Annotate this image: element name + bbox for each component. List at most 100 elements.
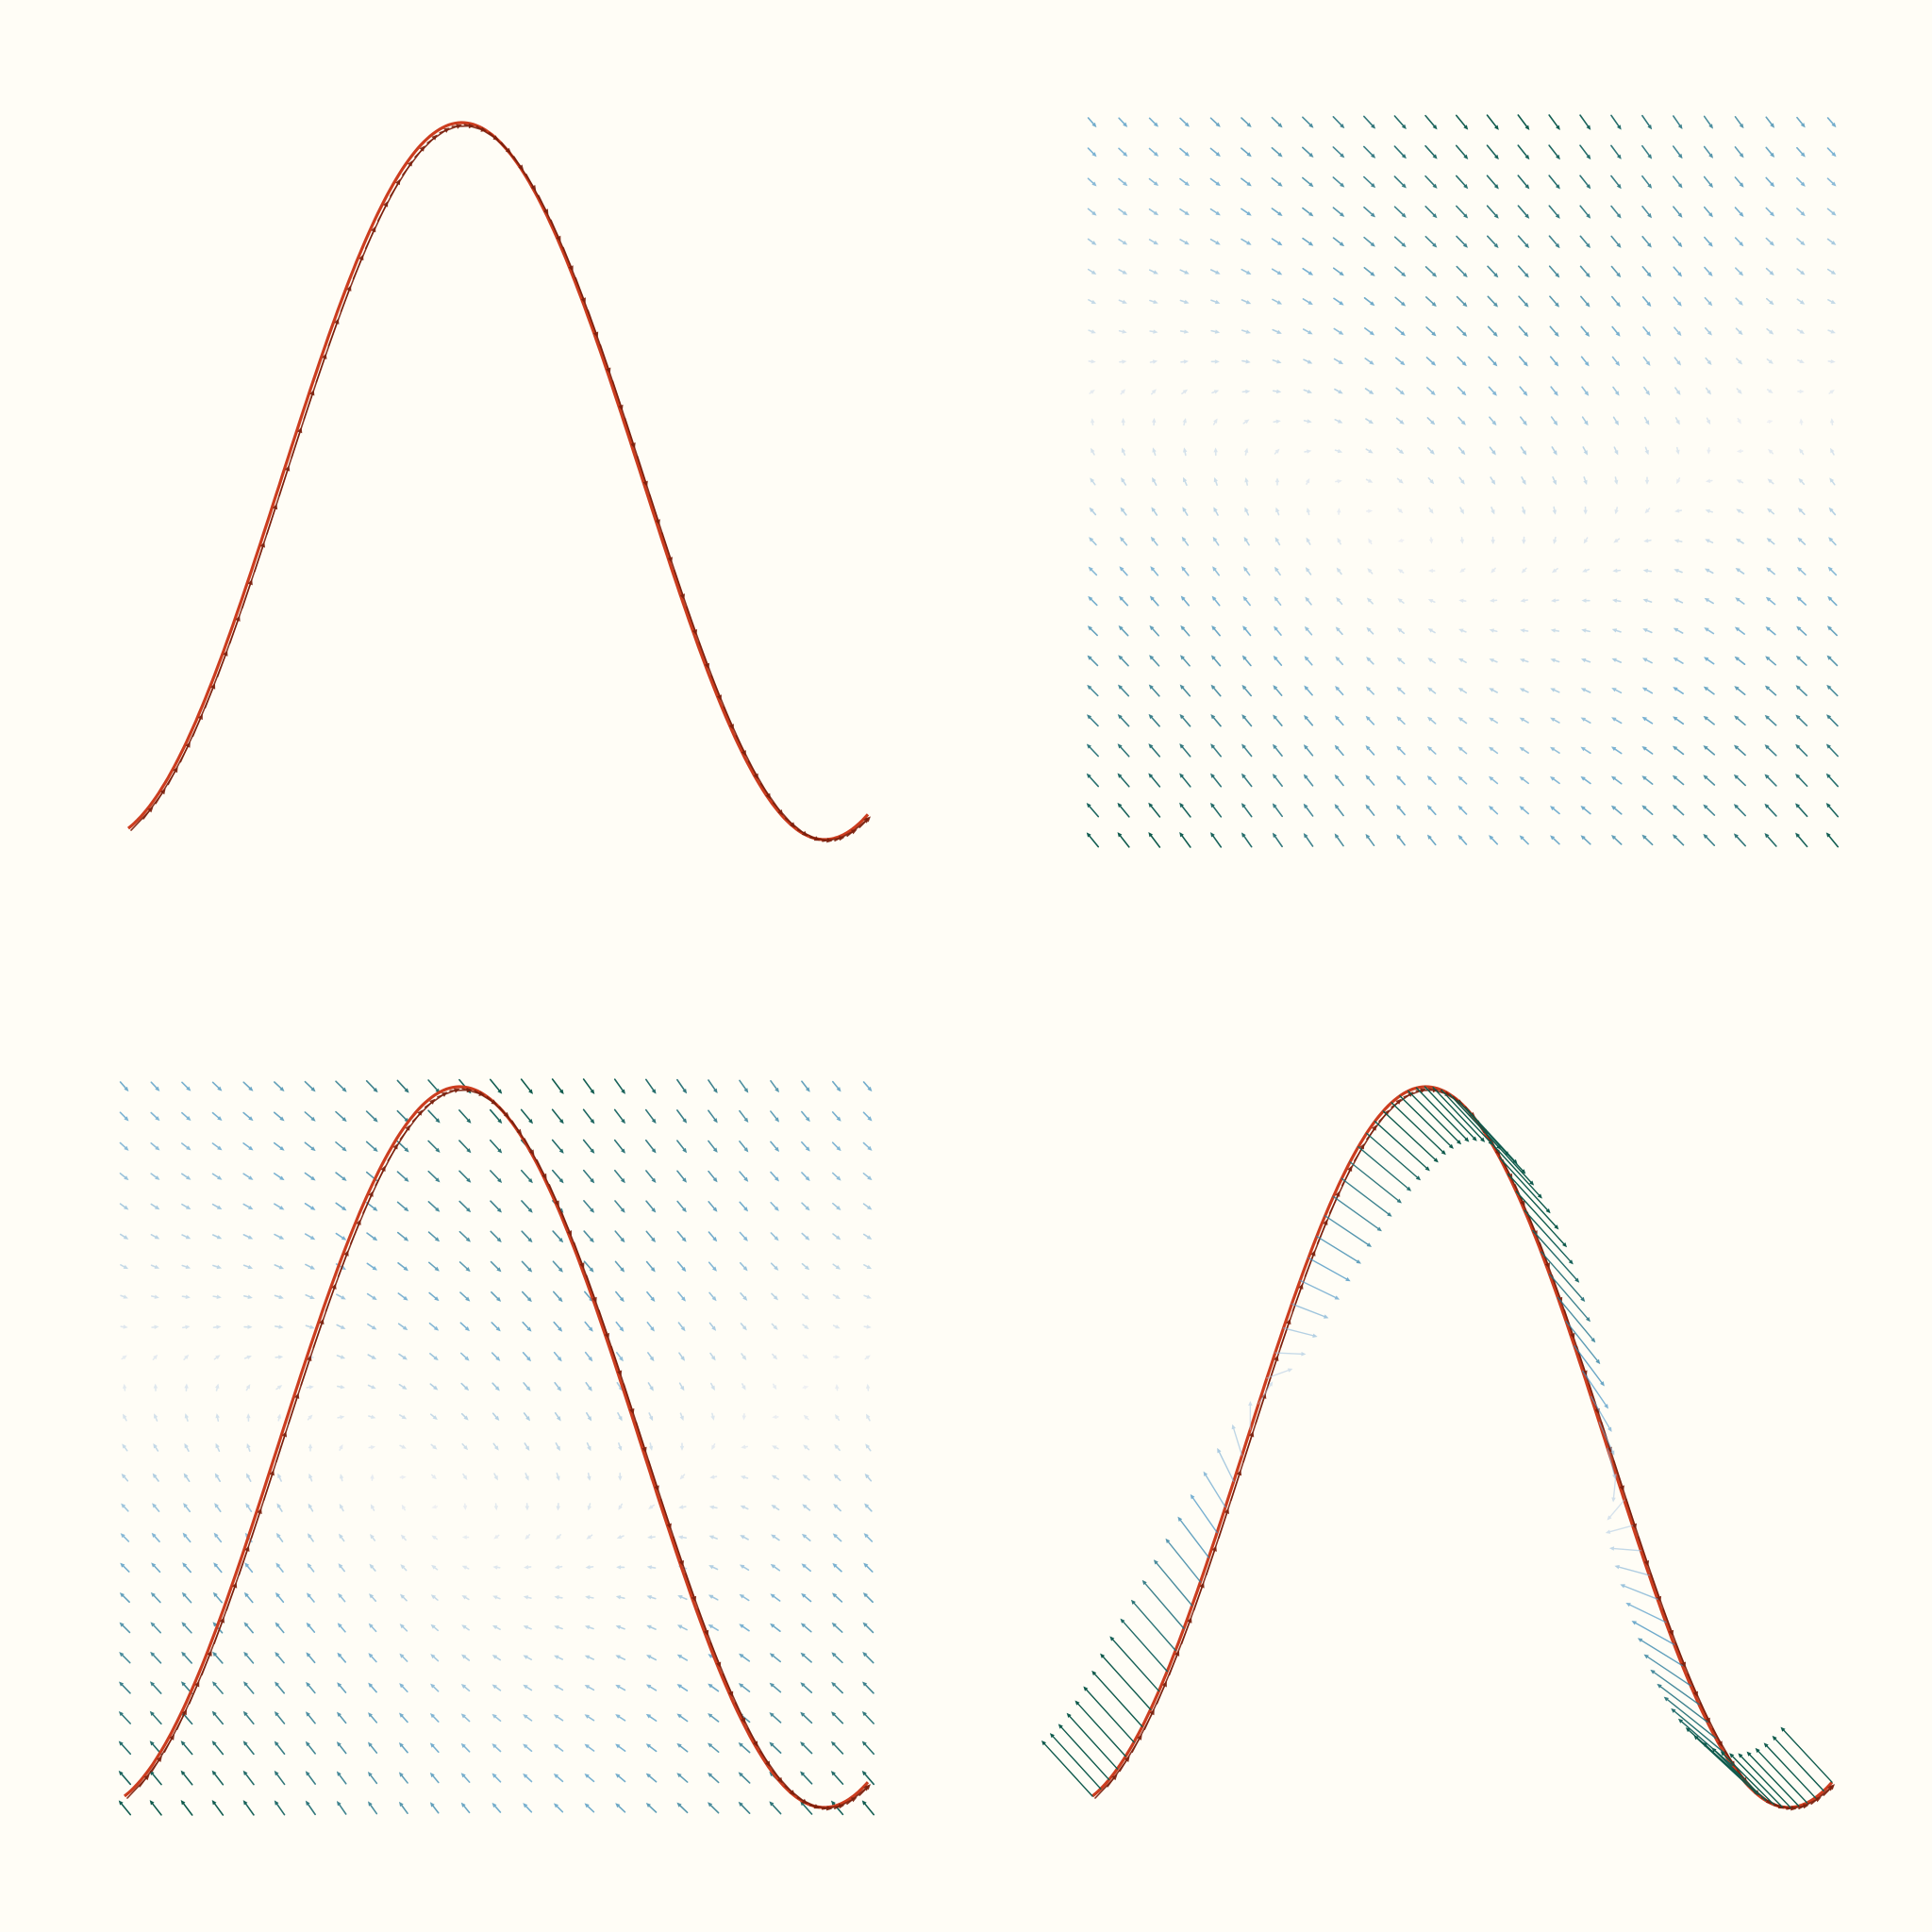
field-arrow <box>520 1078 533 1094</box>
field-arrow <box>337 1623 346 1633</box>
field-arrow <box>802 1385 809 1390</box>
field-sample-arrow <box>1066 1712 1119 1770</box>
field-arrow <box>617 1412 623 1422</box>
field-arrow <box>1673 687 1684 695</box>
field-arrow <box>1550 386 1558 396</box>
field-sample-arrow <box>1755 1747 1808 1804</box>
field-arrow <box>460 1684 471 1692</box>
field-arrow <box>1365 508 1374 514</box>
field-arrow <box>368 1682 377 1693</box>
field-arrow <box>864 1473 873 1482</box>
field-arrow <box>461 1442 469 1451</box>
field-arrow <box>1366 597 1374 605</box>
field-arrow <box>211 1800 225 1816</box>
field-arrow <box>1241 177 1252 187</box>
field-arrow <box>1211 625 1221 637</box>
field-arrow <box>491 1624 501 1630</box>
field-arrow <box>243 1681 255 1694</box>
field-arrow <box>1332 237 1345 247</box>
field-arrow <box>246 1413 251 1422</box>
field-arrow <box>1489 598 1498 603</box>
field-arrow <box>1580 356 1590 367</box>
field-arrow <box>801 1110 810 1123</box>
field-arrow <box>834 1443 841 1452</box>
field-arrow <box>1765 237 1774 246</box>
field-arrow <box>401 1504 407 1511</box>
field-arrow <box>429 1802 440 1814</box>
field-arrow <box>1768 448 1774 455</box>
field-arrow <box>1393 206 1407 218</box>
field-arrow <box>800 1741 813 1755</box>
field-arrow <box>492 1565 501 1570</box>
field-arrow <box>584 1321 593 1332</box>
field-arrow <box>181 1111 192 1122</box>
field-arrow <box>525 1473 529 1481</box>
field-sample-arrow <box>1382 1110 1439 1163</box>
field-arrow <box>430 1624 439 1632</box>
field-arrow <box>1305 567 1312 575</box>
field-arrow <box>831 1711 844 1724</box>
field-arrow <box>183 1473 191 1482</box>
field-arrow <box>274 1800 286 1816</box>
field-arrow <box>584 1773 595 1783</box>
field-arrow <box>770 1141 780 1153</box>
field-arrow <box>1179 802 1191 818</box>
field-arrow <box>1394 326 1406 336</box>
field-arrow <box>552 1260 563 1273</box>
field-arrow <box>615 1655 626 1660</box>
field-arrow <box>802 1354 809 1359</box>
field-arrow <box>431 1564 439 1571</box>
field-arrow <box>491 1291 502 1302</box>
field-arrow <box>304 1111 316 1122</box>
field-arrow <box>1117 743 1130 758</box>
field-arrow <box>551 1108 564 1124</box>
field-arrow <box>1425 326 1437 337</box>
field-arrow <box>1088 595 1098 607</box>
field-arrow <box>613 1139 625 1154</box>
field-arrow <box>741 1412 747 1421</box>
field-arrow <box>861 1740 875 1756</box>
field-arrow <box>614 1260 625 1273</box>
field-arrow <box>1118 684 1130 697</box>
field-arrow <box>1797 358 1805 363</box>
field-arrow <box>647 1535 657 1540</box>
field-arrow <box>800 1652 812 1663</box>
field-arrow <box>1149 299 1158 305</box>
field-arrow <box>1118 655 1129 667</box>
field-arrow <box>615 1743 626 1752</box>
field-arrow <box>708 1742 720 1753</box>
field-arrow <box>273 1111 285 1122</box>
field-arrow <box>1674 539 1683 543</box>
field-arrow <box>1641 716 1654 724</box>
field-sample-arrow <box>1625 1603 1667 1624</box>
field-sample-arrow <box>1720 1751 1775 1806</box>
field-arrow <box>275 1652 285 1664</box>
field-arrow <box>1149 625 1160 637</box>
field-arrow <box>708 1565 719 1571</box>
field-sample-arrow <box>1165 1538 1202 1583</box>
field-arrow <box>1673 206 1683 218</box>
field-arrow <box>862 1173 873 1181</box>
field-arrow <box>1274 596 1282 607</box>
field-arrow <box>1424 114 1438 130</box>
field-arrow <box>1179 773 1191 788</box>
field-arrow <box>523 1655 533 1660</box>
field-arrow <box>491 1382 500 1391</box>
field-arrow <box>1455 114 1469 130</box>
field-arrow <box>370 1534 376 1541</box>
field-arrow <box>614 1200 625 1213</box>
field-arrow <box>1304 625 1313 636</box>
field-arrow <box>831 1111 841 1122</box>
field-arrow <box>1426 417 1436 425</box>
field-arrow <box>1641 205 1653 219</box>
field-arrow <box>1428 537 1434 544</box>
field-arrow <box>1579 114 1591 130</box>
field-sample-arrow <box>1374 1121 1430 1172</box>
field-arrow <box>151 1562 161 1574</box>
field-arrow <box>677 1595 688 1601</box>
field-arrow <box>1148 713 1160 727</box>
field-arrow <box>1368 538 1373 545</box>
field-arrow <box>1363 115 1376 129</box>
field-arrow <box>1734 715 1746 726</box>
field-arrow <box>1797 389 1805 394</box>
